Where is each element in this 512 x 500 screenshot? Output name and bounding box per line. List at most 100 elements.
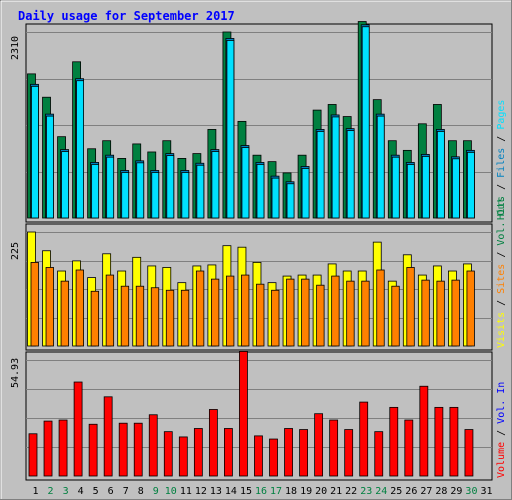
legend-bot-part-0: Volume	[496, 442, 507, 478]
bar-volume-17	[269, 438, 278, 477]
legend-bot-part-2: Vol. In	[496, 382, 507, 424]
x-label-28: 28	[435, 486, 447, 497]
x-label-24: 24	[375, 486, 387, 497]
x-axis-labels: 1 2 3 4 5 6 7 8 9 10 11 12 13 14 15 16 17 18 19 20 21 22 23 24 2…	[33, 486, 493, 497]
bar-volume-9	[148, 414, 158, 477]
bar-sites-7	[120, 285, 130, 347]
bar-sites-10	[165, 289, 175, 347]
bar-pages-18	[286, 183, 295, 219]
legend-mid-part-4: Vol. Out	[496, 197, 507, 245]
x-label-19: 19	[300, 486, 312, 497]
legend-bot: Volume / Vol. In	[496, 382, 507, 478]
legend-mid: Visits / Sites / Vol. Out	[496, 197, 507, 348]
bar-volume-29	[449, 406, 459, 477]
x-label-7: 7	[123, 486, 129, 497]
bar-pages-12	[196, 164, 205, 219]
panel-visits-sites: 225	[10, 223, 493, 351]
bar-sites-15	[241, 274, 250, 347]
bar-sites-13	[210, 278, 220, 347]
bar-pages-4	[76, 80, 84, 219]
bar-pages-30	[467, 151, 475, 219]
bar-sites-4	[75, 269, 84, 347]
bar-pages-16	[256, 164, 265, 219]
x-label-8: 8	[138, 486, 144, 497]
bar-sites-5	[90, 290, 100, 347]
bar-volume-21	[329, 419, 339, 477]
bar-sites-16	[256, 283, 265, 347]
bar-sites-23	[361, 280, 370, 347]
bar-volume-11	[178, 436, 188, 477]
bar-pages-22	[346, 130, 355, 219]
bar-pages-1	[31, 85, 39, 219]
bar-volume-13	[208, 409, 218, 477]
bar-volume-1	[28, 433, 38, 477]
bar-pages-21	[331, 116, 340, 219]
bar-pages-20	[316, 131, 325, 219]
legend-top-part-3: /	[496, 130, 507, 148]
x-label-4: 4	[78, 486, 84, 497]
bar-pages-28	[436, 131, 445, 219]
bar-sites-17	[271, 289, 280, 347]
bar-pages-6	[106, 156, 115, 219]
bar-volume-26	[404, 419, 414, 477]
legend-top-part-0: Hits	[496, 196, 507, 220]
bar-sites-19	[301, 278, 310, 347]
bar-sites-21	[331, 275, 340, 347]
bar-sites-22	[346, 280, 355, 347]
x-label-23: 23	[360, 486, 372, 497]
bar-sites-20	[316, 284, 325, 347]
bar-sites-26	[406, 267, 415, 347]
bar-pages-25	[391, 156, 400, 219]
bar-pages-29	[452, 158, 460, 219]
bar-pages-10	[166, 155, 175, 219]
panel-hits-files-pages: 2310	[10, 21, 493, 223]
bar-volume-30	[464, 429, 474, 477]
legend-mid-part-1: /	[496, 294, 507, 312]
y-max-label: 2310	[10, 36, 21, 60]
bar-volume-27	[419, 385, 429, 477]
x-label-3: 3	[63, 486, 69, 497]
bar-pages-13	[211, 151, 220, 219]
x-label-20: 20	[315, 486, 327, 497]
x-label-25: 25	[390, 486, 402, 497]
x-label-2: 2	[48, 486, 54, 497]
bar-sites-1	[30, 261, 39, 347]
bar-pages-15	[241, 147, 250, 219]
x-label-15: 15	[240, 486, 252, 497]
bar-pages-24	[376, 115, 385, 219]
bar-volume-19	[299, 429, 308, 477]
x-label-21: 21	[330, 486, 342, 497]
legend-top: Hits / Files / Pages	[496, 100, 507, 220]
legend-mid-part-0: Visits	[496, 312, 507, 348]
bar-pages-8	[136, 162, 145, 219]
bar-sites-8	[135, 285, 145, 347]
bar-volume-23	[359, 401, 369, 477]
bar-volume-12	[193, 428, 203, 477]
bar-volume-28	[434, 406, 444, 477]
bar-volume-24	[374, 431, 384, 477]
x-label-31: 31	[480, 486, 492, 497]
bar-pages-3	[61, 151, 69, 219]
y-max-label: 54.93	[10, 358, 21, 388]
bar-pages-27	[421, 155, 430, 219]
bar-pages-5	[91, 164, 100, 219]
bar-sites-24	[376, 269, 385, 347]
x-label-12: 12	[195, 486, 207, 497]
bar-sites-28	[436, 280, 445, 347]
bar-sites-18	[286, 278, 295, 347]
x-label-10: 10	[165, 486, 177, 497]
bar-sites-25	[391, 285, 400, 347]
bar-volume-6	[103, 396, 113, 477]
x-label-22: 22	[345, 486, 357, 497]
bar-volume-3	[58, 419, 68, 477]
bar-volume-8	[133, 422, 143, 477]
legend-top-part-1: /	[496, 178, 507, 196]
bar-pages-11	[181, 172, 190, 219]
x-label-27: 27	[420, 486, 432, 497]
bar-volume-16	[254, 435, 263, 477]
x-label-17: 17	[270, 486, 282, 497]
bar-volume-14	[224, 428, 233, 477]
bar-sites-3	[60, 280, 69, 347]
legend-mid-part-2: Sites	[496, 264, 507, 294]
